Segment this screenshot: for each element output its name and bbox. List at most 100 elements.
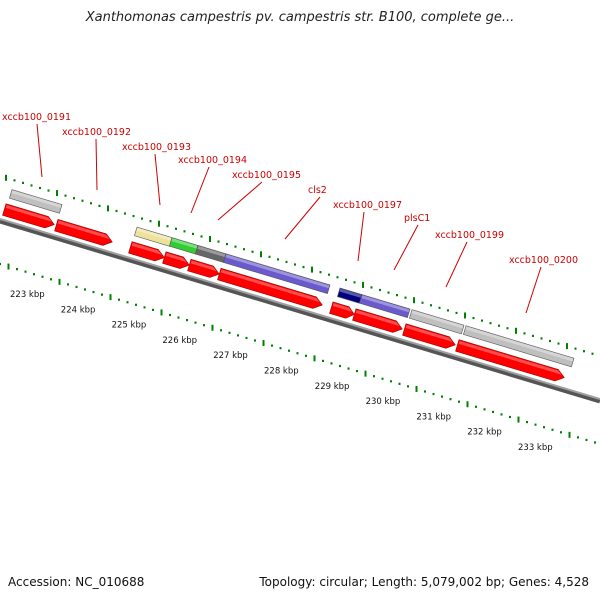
tick-mark [220, 329, 222, 332]
tick-mark [24, 270, 27, 273]
cds-arrow [455, 339, 565, 382]
cds-arrow [329, 301, 355, 319]
tick-mark [39, 186, 41, 190]
gene-label[interactable]: xccb100_0199 [435, 230, 504, 241]
tick-mark [517, 416, 520, 423]
tick-mark [532, 334, 534, 337]
tick-mark [149, 220, 152, 223]
tick-mark [124, 212, 126, 215]
tick-mark [47, 189, 50, 192]
tick-mark [271, 344, 273, 347]
gene-feature-xccb100_0194 [169, 237, 199, 255]
tick-mark [75, 285, 78, 289]
tick-mark [353, 281, 356, 284]
tick-mark [347, 367, 350, 370]
gene-feature-xccb100_0195 [195, 245, 227, 263]
feature-track [9, 189, 575, 368]
tick-mark [169, 313, 171, 317]
scale-labels: 223 kbp 224 kbp 225 kbp 226 kbp 227 kbp 228 k… [10, 290, 553, 453]
gene-label[interactable]: xccb100_0193 [122, 142, 191, 153]
tick-mark [336, 276, 339, 279]
tick-mark [166, 225, 169, 228]
tick-mark [98, 204, 101, 207]
leader-line [36, 123, 43, 178]
feature-highlight [11, 190, 62, 208]
leader-line [284, 196, 321, 240]
tick-mark [200, 235, 203, 238]
gene-label[interactable]: xccb100_0194 [178, 155, 247, 166]
cds-arrow-shape [402, 323, 456, 349]
tick-mark [0, 262, 1, 266]
topology-text: Topology: circular; Length: 5,079,002 bp… [259, 575, 589, 589]
tick-mark [226, 243, 228, 246]
gene-label[interactable]: cls2 [308, 185, 327, 196]
gene-label[interactable]: xccb100_0191 [2, 112, 71, 123]
tick-mark [92, 290, 95, 294]
cds-arrow-shape [54, 219, 113, 246]
gene-feature-xccb100_0191 [9, 189, 63, 214]
gene-labels: xccb100_0191 xccb100_0192 xccb100_0193xccb… [2, 112, 578, 266]
tick-mark [268, 255, 271, 258]
feature-highlight [411, 310, 464, 329]
gene-label[interactable]: plsC1 [404, 213, 430, 224]
tick-mark [311, 266, 313, 273]
cds-arrow [352, 308, 403, 333]
scale-label: 229 kbp [315, 382, 350, 392]
tick-mark [33, 273, 35, 276]
tick-mark [577, 436, 579, 439]
feature-bar [359, 294, 411, 318]
tick-mark [492, 410, 494, 413]
tick-mark [30, 184, 33, 187]
feature-highlight [171, 238, 198, 249]
tick-mark [132, 214, 135, 218]
tick-mark [243, 248, 245, 251]
tick-mark [447, 309, 449, 312]
tick-mark [228, 331, 231, 334]
tick-mark [330, 362, 333, 365]
tick-mark [356, 370, 358, 373]
tick-mark [475, 405, 477, 408]
scale-label: 227 kbp [213, 351, 248, 361]
tick-mark [192, 232, 194, 235]
tick-mark [421, 301, 424, 304]
tick-mark [583, 350, 585, 353]
gene-feature-xccb100_0199 [409, 309, 465, 335]
tick-mark [373, 375, 375, 378]
gene-label[interactable]: xccb100_0192 [62, 127, 131, 138]
tick-mark [464, 312, 466, 319]
scale-label: 224 kbp [61, 305, 96, 315]
gene-feature-xccb100_0193 [134, 226, 173, 247]
tick-mark [211, 324, 214, 331]
tick-mark [313, 355, 316, 362]
cds-arrow-shape [455, 339, 565, 382]
tick-mark [126, 301, 129, 304]
tick-mark [404, 296, 407, 299]
tick-mark [90, 202, 92, 205]
tick-mark [551, 428, 554, 431]
cds-arrow-highlight [131, 242, 162, 255]
cds-arrow-highlight [405, 325, 453, 343]
cds-arrow [128, 241, 165, 262]
cds-arrow-shape [128, 241, 165, 262]
tick-mark [67, 283, 69, 286]
tick-mark [458, 400, 460, 403]
leader-line [217, 181, 263, 221]
feature-bar [223, 253, 331, 294]
tick-mark [500, 413, 503, 416]
gene-label[interactable]: xccb100_0195 [232, 170, 301, 181]
tick-mark [279, 347, 282, 350]
tick-mark [175, 227, 177, 230]
cds-arrow-highlight [458, 340, 562, 375]
gene-label[interactable]: xccb100_0197 [333, 200, 402, 211]
tick-mark [135, 303, 137, 306]
scale-label: 223 kbp [10, 290, 45, 300]
gene-label[interactable]: xccb100_0200 [509, 255, 578, 266]
tick-mark [58, 278, 61, 285]
tick-mark [381, 377, 384, 380]
gene-feature-xccb100_0197 [337, 287, 363, 304]
cds-arrow [187, 258, 220, 278]
tick-mark [574, 347, 577, 350]
label-leaders [36, 123, 542, 314]
tick-mark [234, 245, 237, 248]
accession-text: Accession: NC_010688 [8, 575, 145, 589]
